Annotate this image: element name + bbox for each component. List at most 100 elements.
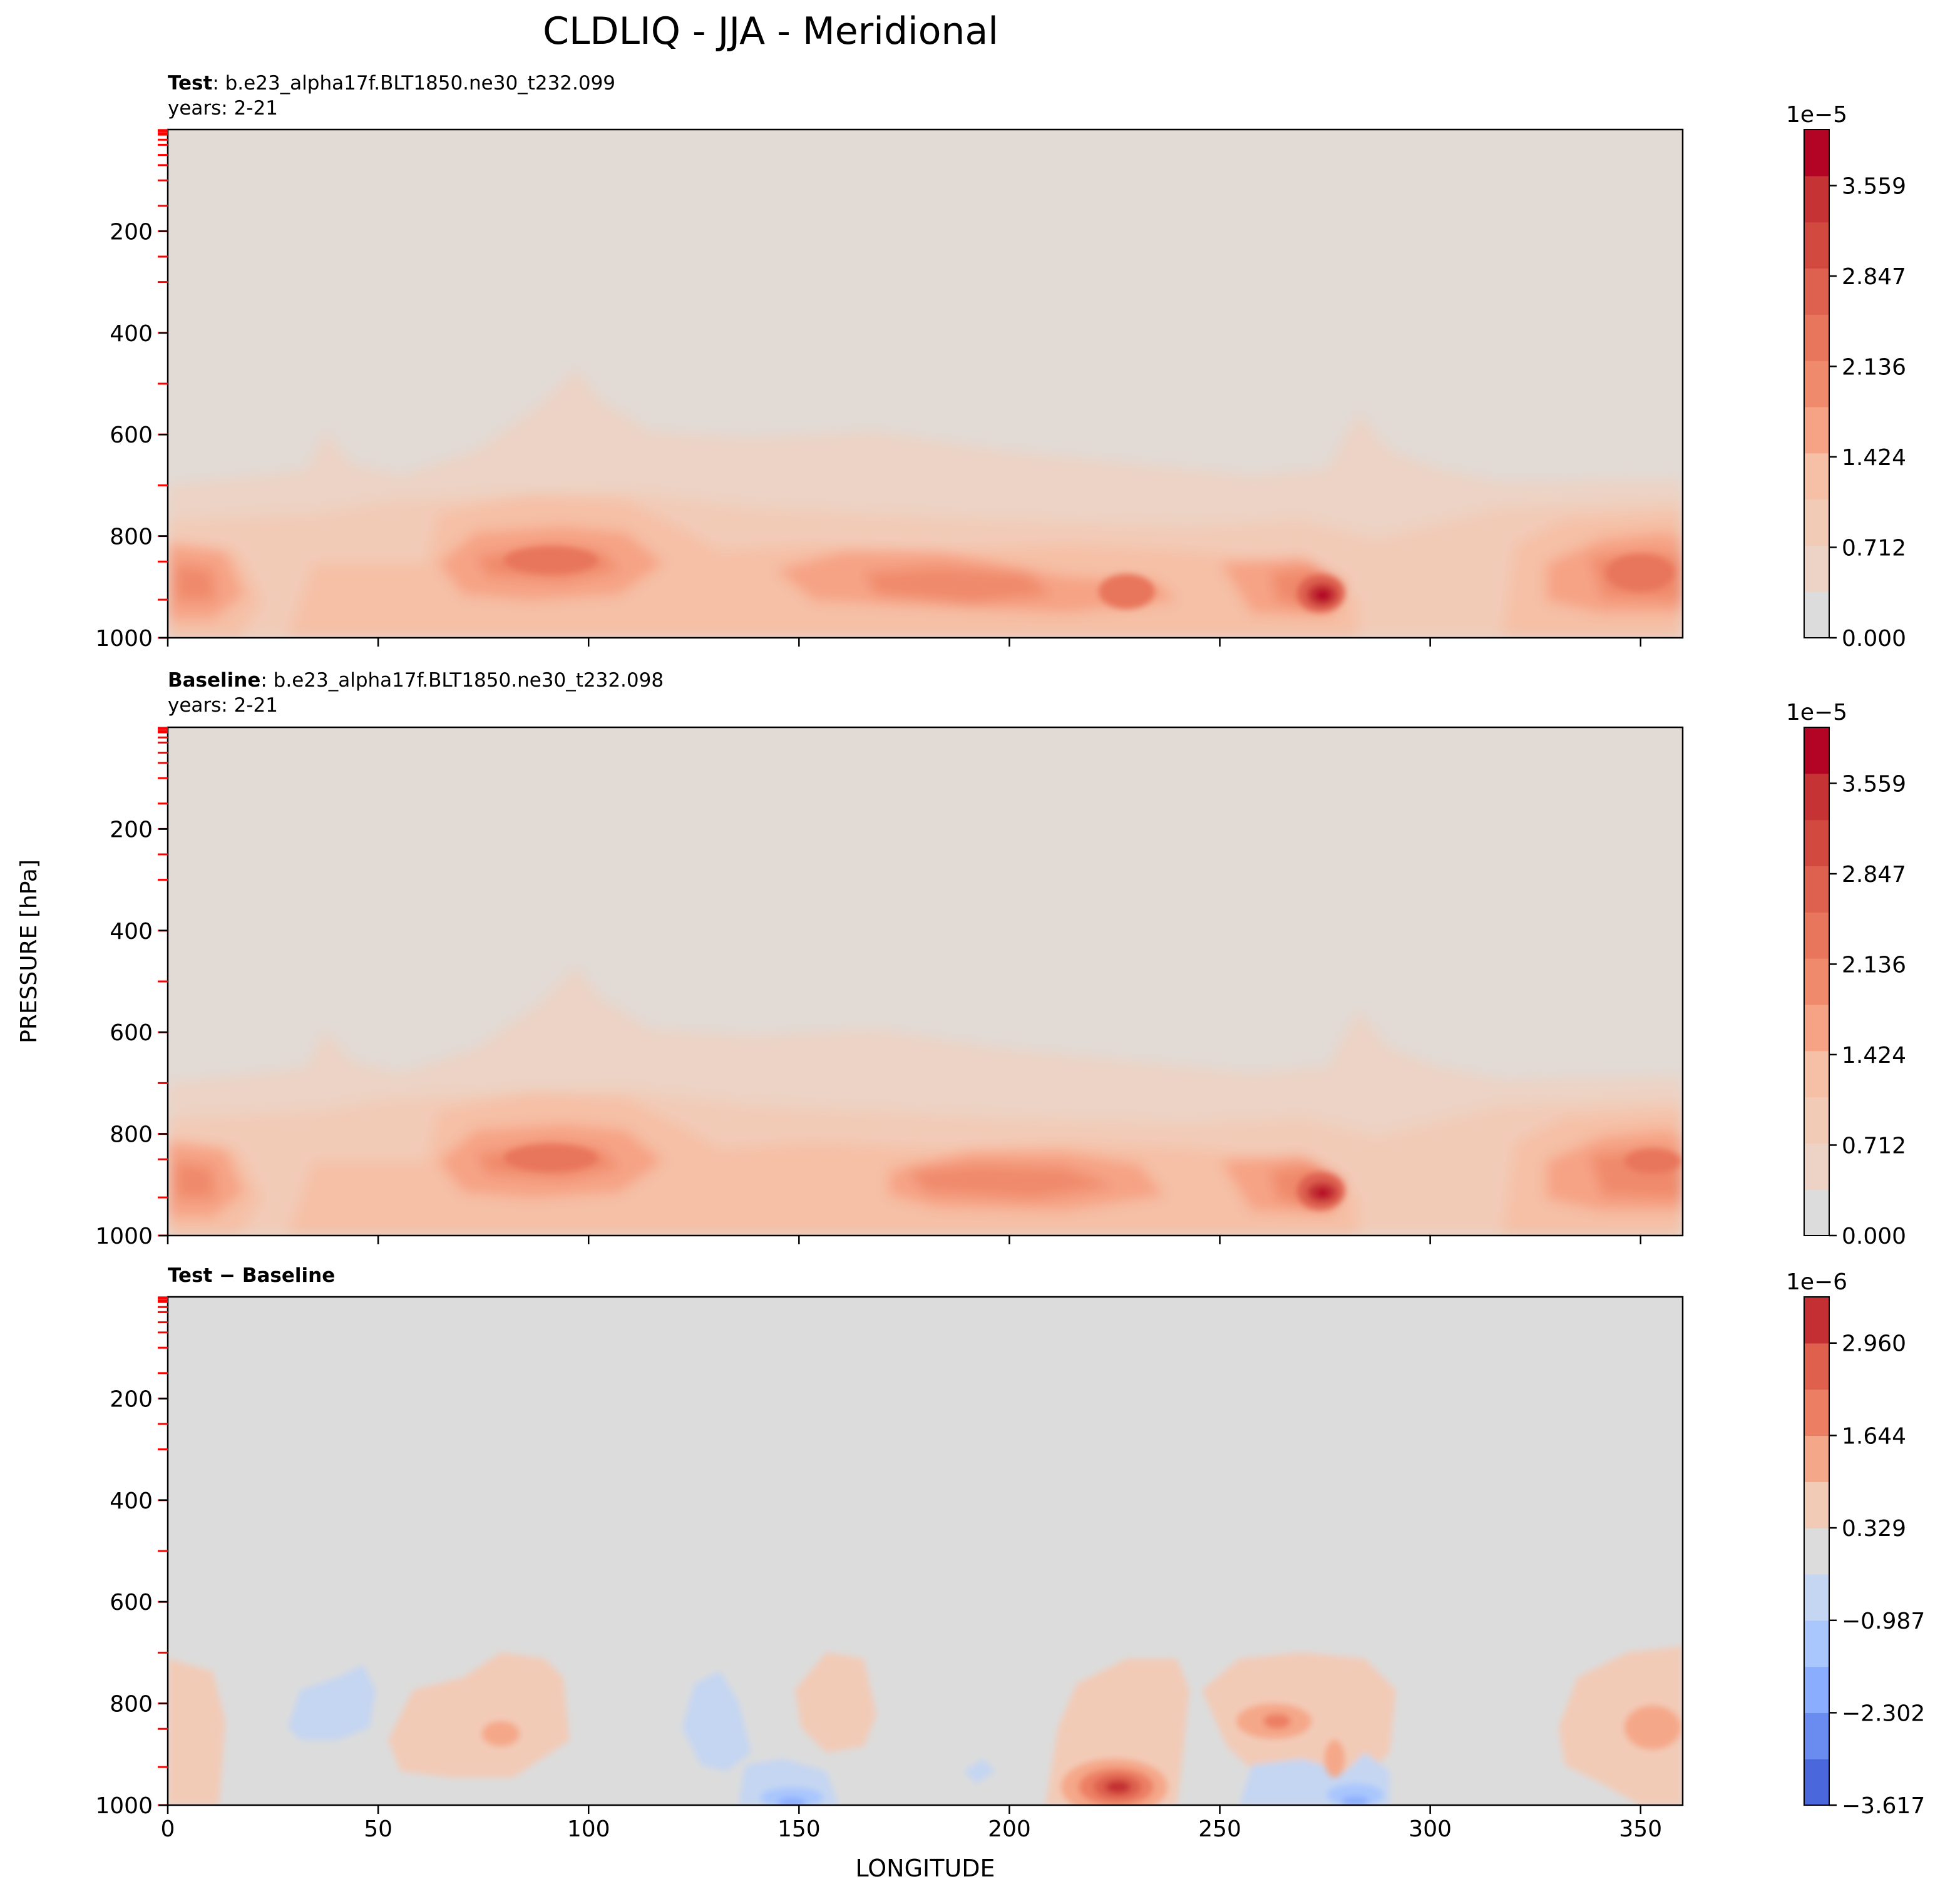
y-tick-label: 200 <box>110 219 153 245</box>
y-tick-label: 600 <box>110 1590 153 1615</box>
x-tick-label: 100 <box>567 1816 610 1842</box>
x-tick-label: 250 <box>1198 1816 1241 1842</box>
panel-difference-neg-b <box>682 1671 751 1771</box>
panel-difference-pos-core-a <box>482 1721 520 1746</box>
x-tick-label: 200 <box>988 1816 1031 1842</box>
panel-difference-plot-area <box>168 1297 1683 1805</box>
colorbar-frame <box>1804 1296 1830 1806</box>
panel-difference-pos-b <box>795 1652 876 1753</box>
x-tick-label: 350 <box>1619 1816 1662 1842</box>
y-tick-label: 800 <box>110 1122 153 1148</box>
y-tick-label: 1000 <box>95 1793 153 1819</box>
panel-difference-neg-core-a <box>761 1788 823 1805</box>
panel-test-header: Test: b.e23_alpha17f.BLT1850.ne30_t232.0… <box>168 72 615 95</box>
panel-difference-neg-core-c <box>1327 1784 1383 1805</box>
colorbar-segment <box>1804 1759 1829 1806</box>
colorbars: 0.0000.7121.4242.1362.8473.5591e−50.0000… <box>1786 102 1925 1819</box>
y-tick-label: 600 <box>110 422 153 448</box>
colorbar-segment <box>1804 545 1829 592</box>
colorbar-segment <box>1804 1574 1829 1621</box>
panel-baseline-level-ticks <box>158 727 168 1237</box>
colorbar-segment <box>1804 1482 1829 1528</box>
colorbar-segment <box>1804 727 1829 774</box>
panel-test: Test: b.e23_alpha17f.BLT1850.ne30_t232.0… <box>95 72 1684 652</box>
panel-difference-axes: 0 50 100 150 200 250 300 350 200 400 600 800 1000 <box>95 1386 1662 1842</box>
colorbar-segment <box>1804 1435 1829 1482</box>
panel-test-plot-area <box>168 130 1683 638</box>
colorbar-segment <box>1804 361 1829 407</box>
colorbar-tick-label: 0.000 <box>1842 626 1906 652</box>
panel-test-level-ticks <box>158 129 168 639</box>
colorbar-segment <box>1804 1143 1829 1190</box>
colorbar-segment <box>1804 773 1829 821</box>
y-tick-label: 400 <box>110 1488 153 1514</box>
panel-test-peak-c <box>1606 554 1675 591</box>
colorbar-tick-label: 0.712 <box>1842 535 1906 561</box>
panel-test-peak-a <box>504 546 598 574</box>
colorbar-segment <box>1804 314 1829 361</box>
colorbar-scale-label: 1e−5 <box>1786 700 1847 725</box>
colorbar-tick-label: 1.644 <box>1842 1423 1906 1449</box>
colorbar-tick-label: −0.987 <box>1842 1609 1925 1634</box>
panel-test-peak-f <box>1315 590 1330 601</box>
colorbar-frame <box>1804 129 1830 638</box>
panel-difference-pos-a <box>388 1652 570 1778</box>
colorbar-segment <box>1804 912 1829 959</box>
colorbar-segment <box>1804 1528 1829 1575</box>
y-tick-label: 1000 <box>95 1224 153 1249</box>
colorbar-tick-label: −2.302 <box>1842 1701 1925 1726</box>
colorbar-segment <box>1804 1050 1829 1098</box>
panel-baseline-header: Baseline: b.e23_alpha17f.BLT1850.ne30_t2… <box>168 669 664 692</box>
colorbar-segment <box>1804 175 1829 223</box>
figure-title: CLDLIQ - JJA - Meridional <box>543 9 998 53</box>
colorbar-tick-label: 1.424 <box>1842 445 1906 471</box>
colorbar-segment <box>1804 453 1829 500</box>
y-tick-label: 800 <box>110 525 153 550</box>
y-tick-label: 600 <box>110 1020 153 1046</box>
panel-test-peak-b <box>1099 574 1155 609</box>
panel-difference-pos-core-h <box>1325 1740 1345 1778</box>
colorbar-segment <box>1804 1097 1829 1144</box>
colorbar-scale-label: 1e−6 <box>1786 1269 1847 1295</box>
colorbar-segment <box>1804 1189 1829 1236</box>
panel-baseline-header-case: : b.e23_alpha17f.BLT1850.ne30_t232.098 <box>260 669 664 692</box>
x-tick-label: 50 <box>364 1816 393 1842</box>
y-tick-label: 800 <box>110 1692 153 1717</box>
colorbar-tick-label: 2.960 <box>1842 1331 1906 1357</box>
colorbar-test: 0.000 0.712 1.424 2.136 2.847 3.559 1e−5 <box>1786 102 1906 652</box>
colorbar-scale-label: 1e−5 <box>1786 102 1847 128</box>
colorbar-segment <box>1804 268 1829 315</box>
panel-difference-pos-core-i <box>1624 1706 1681 1749</box>
panel-difference-level-ticks <box>158 1296 168 1806</box>
colorbar-tick-label: 0.712 <box>1842 1133 1906 1159</box>
panel-test-header-bold: Test <box>168 72 213 95</box>
y-tick-label: 200 <box>110 1386 153 1412</box>
colorbar-tick-label: 0.329 <box>1842 1516 1906 1542</box>
colorbar-segment <box>1804 1389 1829 1436</box>
colorbar-tick-label: 1.424 <box>1842 1043 1906 1068</box>
panel-difference-neg-a <box>288 1665 376 1740</box>
colorbar-tick-label: 3.559 <box>1842 174 1906 200</box>
colorbar-difference: −3.617 −2.302 −0.987 0.329 1.644 2.960 1e−6 <box>1786 1269 1925 1819</box>
colorbar-frame <box>1804 727 1830 1236</box>
panel-difference-pos-core-g <box>1263 1714 1291 1729</box>
panel-difference-pos-left <box>168 1659 225 1805</box>
panel-difference-neg-core-d <box>1342 1796 1369 1805</box>
colorbar-baseline: 0.000 0.712 1.424 2.136 2.847 3.559 1e−5 <box>1786 700 1906 1249</box>
colorbar-segment <box>1804 222 1829 269</box>
x-tick-label: 150 <box>777 1816 821 1842</box>
colorbar-segment <box>1804 958 1829 1005</box>
panel-baseline-header-bold: Baseline <box>168 669 260 692</box>
colorbar-segment <box>1804 499 1829 546</box>
y-tick-label: 1000 <box>95 626 153 652</box>
panel-baseline-peak-f <box>1316 1189 1329 1197</box>
panel-difference-neg-core-b <box>778 1798 806 1805</box>
panel-difference-pos-core-e <box>1106 1781 1131 1793</box>
x-axis-label: LONGITUDE <box>855 1855 995 1882</box>
panel-baseline: Baseline: b.e23_alpha17f.BLT1850.ne30_t2… <box>95 669 1684 1249</box>
colorbar-segment <box>1804 1666 1829 1713</box>
panel-test-axes: 200 400 600 800 1000 <box>95 219 1642 652</box>
colorbar-segment <box>1804 1297 1829 1344</box>
y-tick-label: 400 <box>110 321 153 347</box>
